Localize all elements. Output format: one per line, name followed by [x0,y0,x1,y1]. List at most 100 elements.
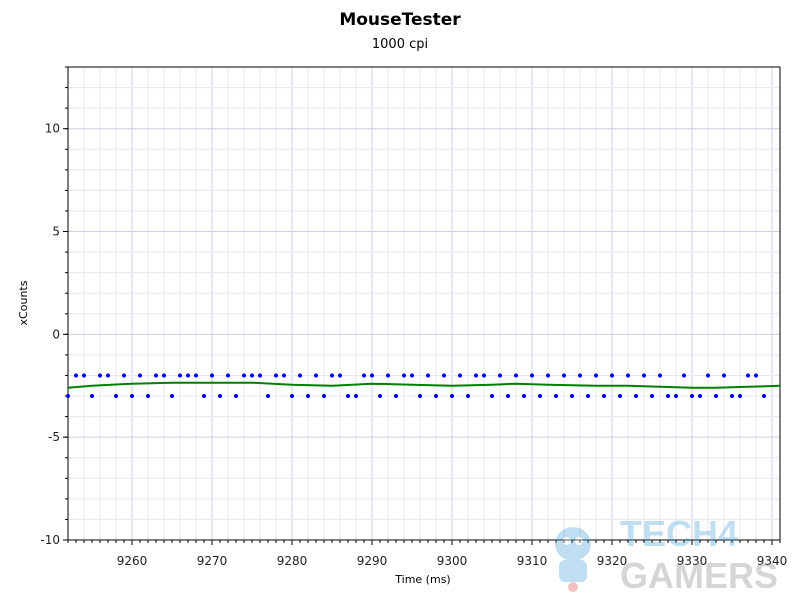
data-point [106,373,110,378]
data-point [450,394,454,399]
data-point [722,373,726,378]
data-point [386,373,390,378]
data-point [258,373,262,378]
data-point [602,394,606,399]
data-point [146,394,150,399]
data-point [562,373,566,378]
series [66,373,781,399]
data-point [330,373,334,378]
data-point [306,394,310,399]
data-point [730,394,734,399]
data-point [682,373,686,378]
data-point [594,373,598,378]
data-point [658,373,662,378]
plot-frame [67,66,781,541]
data-point [426,373,430,378]
chart-title: MouseTester [339,10,461,30]
data-point [554,394,558,399]
data-point [290,394,294,399]
data-point [394,394,398,399]
data-point [434,394,438,399]
y-tick-label: -5 [48,430,60,444]
data-point [522,394,526,399]
data-point [66,394,70,399]
data-point [410,373,414,378]
data-point [418,394,422,399]
x-tick-label: 9340 [757,554,788,568]
data-point [202,394,206,399]
data-point [570,394,574,399]
tick-labels: -10 -5 0 5 10 9260 9270 9280 9290 9300 9310 9320 933… [40,122,787,568]
data-point [674,394,678,399]
data-point [346,394,350,399]
data-point [498,373,502,378]
data-point [210,373,214,378]
data-point [322,394,326,399]
x-tick-label: 9270 [197,554,228,568]
data-point [242,373,246,378]
data-point [586,394,590,399]
data-point [618,394,622,399]
data-point [114,394,118,399]
x-tick-label: 9280 [277,554,308,568]
data-point [354,394,358,399]
x-tick-label: 9300 [437,554,468,568]
trend-line [67,381,781,389]
data-point [514,373,518,378]
data-point [626,373,630,378]
data-point [234,394,238,399]
data-point [690,394,694,399]
data-point [282,373,286,378]
data-point [546,373,550,378]
data-point [74,373,78,378]
data-point [538,394,542,399]
data-point [714,394,718,399]
data-point [122,373,126,378]
x-tick-label: 9310 [517,554,548,568]
data-point [314,373,318,378]
data-point [82,373,86,378]
data-point [466,394,470,399]
y-tick-label: 5 [52,225,60,239]
data-point [402,373,406,378]
data-point [442,373,446,378]
data-point [458,373,462,378]
data-point [642,373,646,378]
axes [63,66,781,545]
data-point [98,373,102,378]
data-point [186,373,190,378]
data-point [706,373,710,378]
x-tick-label: 9260 [117,554,148,568]
chart-subtitle: 1000 cpi [371,37,429,52]
data-point [194,373,198,378]
x-axis-title: Time (ms) [394,573,450,586]
data-point [298,373,302,378]
x-tick-label: 9290 [357,554,388,568]
data-point [362,373,366,378]
data-point [138,373,142,378]
data-point [178,373,182,378]
data-point [738,394,742,399]
data-point [666,394,670,399]
data-point [266,394,270,399]
data-point [762,394,766,399]
data-point [506,394,510,399]
data-point [90,394,94,399]
data-point [226,373,230,378]
data-point [218,394,222,399]
y-tick-label: 0 [52,327,60,341]
data-point [610,373,614,378]
data-point [162,373,166,378]
data-point [170,394,174,399]
data-point [130,394,134,399]
data-point [698,394,702,399]
grid [67,66,780,541]
data-point [490,394,494,399]
data-point [338,373,342,378]
data-point [578,373,582,378]
data-point [250,373,254,378]
y-tick-label: -10 [40,533,60,547]
data-point [274,373,278,378]
data-point [746,373,750,378]
